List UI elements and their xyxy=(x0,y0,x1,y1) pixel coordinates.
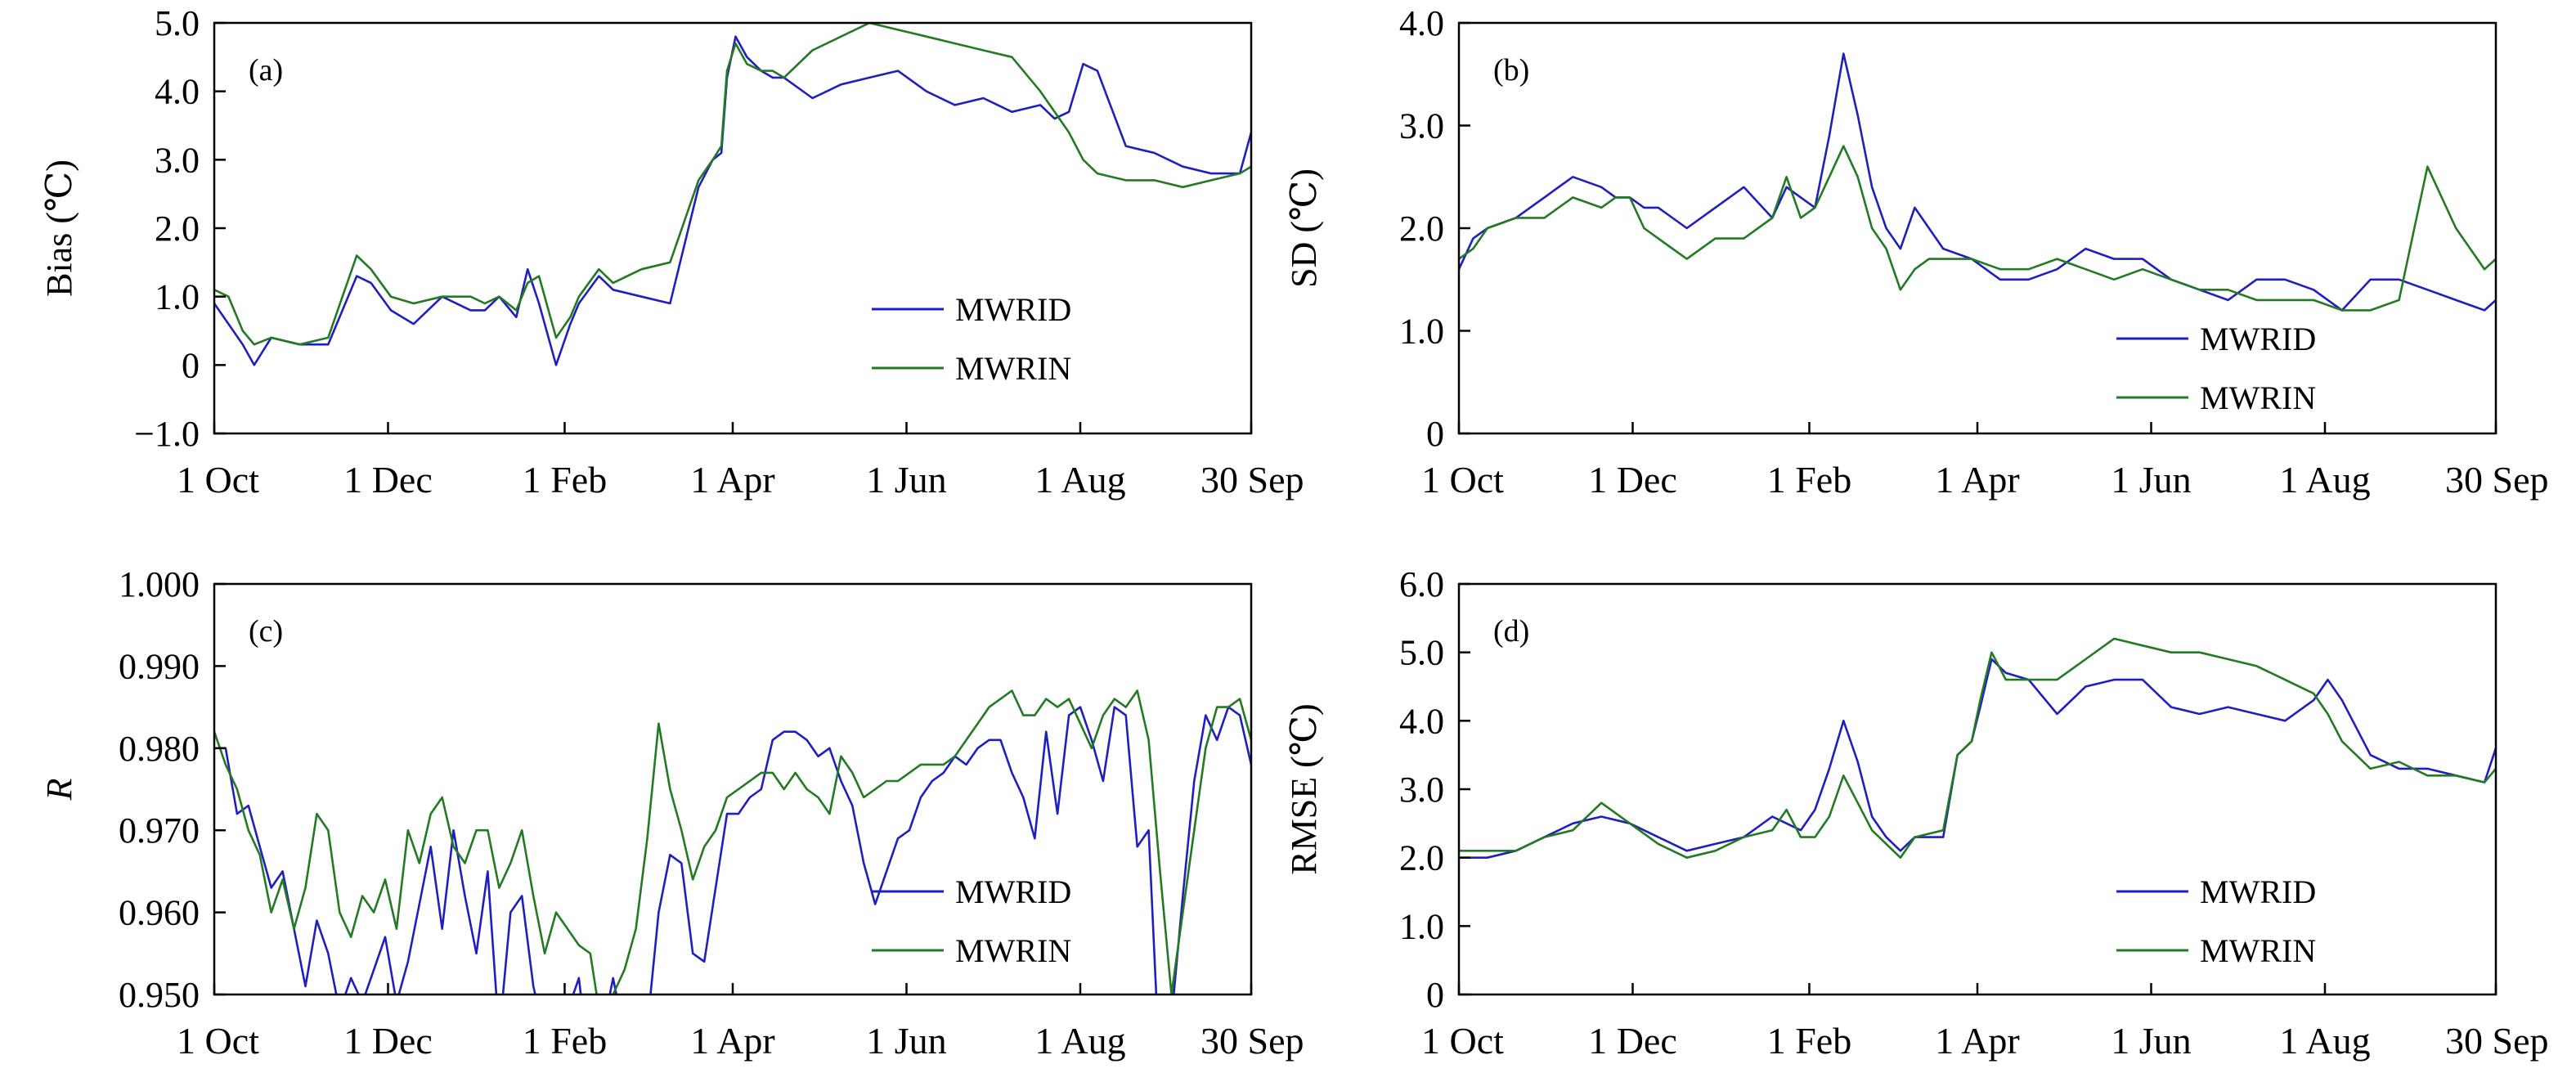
legend-label-mwrin: MWRIN xyxy=(2200,932,2316,969)
panel-b-sd: 0 1.0 2.0 3.0 4.0 1 Oct 1 Dec 1 Feb 1 Apr 1 Jun 1 … xyxy=(1284,3,2549,501)
legend-label-mwrid: MWRID xyxy=(955,291,1071,328)
x-tick-label: 1 Jun xyxy=(2111,1020,2191,1062)
x-tick-label: 1 Apr xyxy=(690,1020,775,1062)
x-tick-label: 1 Feb xyxy=(1767,459,1852,501)
panel-c-correlation: 0.950 0.960 0.970 0.980 0.990 1.000 1 Oct 1 Dec… xyxy=(39,564,1304,1062)
series-line-mwrin xyxy=(1459,637,2496,859)
x-tick-label: 1 Feb xyxy=(1767,1020,1852,1062)
series-line-mwrid xyxy=(214,706,1251,994)
plot-frame xyxy=(1457,21,2497,435)
legend-label-mwrid: MWRID xyxy=(2200,321,2316,357)
legend-label-mwrid: MWRID xyxy=(2200,873,2316,910)
panel-label: (d) xyxy=(1493,614,1529,649)
y-tick-label: 1.0 xyxy=(1399,906,1444,946)
x-tick-label: 1 Jun xyxy=(2111,459,2191,501)
y-tick-label: 0.950 xyxy=(119,975,200,1015)
legend-label-mwrid: MWRID xyxy=(955,873,1071,910)
x-tick-label: 30 Sep xyxy=(2445,1020,2549,1062)
x-tick-label: 1 Oct xyxy=(1421,1020,1504,1062)
y-tick-label: 0 xyxy=(1426,414,1444,454)
x-tick-label: 1 Apr xyxy=(1935,1020,2020,1062)
legend-label-mwrin: MWRIN xyxy=(955,932,1071,969)
y-tick-label: 0.960 xyxy=(119,893,200,933)
y-tick-label: 4.0 xyxy=(1399,701,1444,741)
series-line-mwrin xyxy=(214,23,1251,346)
x-tick-label: 1 Dec xyxy=(343,1020,433,1062)
y-tick-label: 1.0 xyxy=(1399,312,1444,352)
x-tick-label: 1 Aug xyxy=(2279,459,2370,501)
y-tick-label: 1.000 xyxy=(119,564,200,604)
series-line-mwrin xyxy=(214,689,1251,994)
x-tick-label: 30 Sep xyxy=(1200,459,1304,501)
x-tick-label: 1 Feb xyxy=(523,1020,608,1062)
y-tick-label: 2.0 xyxy=(155,209,200,249)
x-tick-label: 1 Feb xyxy=(523,459,608,501)
y-tick-label: 0.990 xyxy=(119,646,200,686)
panel-label: (a) xyxy=(249,53,283,88)
x-tick-label: 1 Apr xyxy=(690,459,775,501)
y-tick-label: 6.0 xyxy=(1399,564,1444,604)
legend-label-mwrin: MWRIN xyxy=(955,350,1071,387)
x-tick-label: 1 Jun xyxy=(866,459,946,501)
x-tick-label: 1 Oct xyxy=(177,459,259,501)
y-axis-label: R xyxy=(39,778,79,801)
y-tick-label: 0.970 xyxy=(119,810,200,851)
x-tick-label: 1 Oct xyxy=(1421,459,1504,501)
x-tick-label: 1 Aug xyxy=(2279,1020,2370,1062)
x-tick-label: 30 Sep xyxy=(1200,1020,1304,1062)
y-tick-label: 0 xyxy=(182,345,200,385)
x-tick-label: 30 Sep xyxy=(2445,459,2549,501)
x-tick-label: 1 Aug xyxy=(1034,1020,1125,1062)
panel-label: (c) xyxy=(249,614,283,649)
series-line-mwrid xyxy=(1459,52,2496,312)
y-tick-label: 4.0 xyxy=(155,72,200,112)
plot-frame xyxy=(213,21,1253,435)
x-tick-label: 1 Dec xyxy=(1588,459,1677,501)
y-tick-label: 2.0 xyxy=(1399,838,1444,878)
y-tick-label: 0 xyxy=(1426,975,1444,1015)
y-axis-label: RMSE (℃) xyxy=(1284,703,1324,874)
y-tick-label: 3.0 xyxy=(1399,106,1444,146)
y-tick-label: 3.0 xyxy=(155,140,200,180)
panel-label: (b) xyxy=(1493,53,1529,88)
x-tick-label: 1 Apr xyxy=(1935,459,2020,501)
x-tick-label: 1 Oct xyxy=(177,1020,259,1062)
panel-a-bias: −1.0 0 1.0 2.0 3.0 4.0 5.0 1 Oct 1 Dec 1 Feb 1 Apr… xyxy=(39,3,1304,501)
y-tick-label: 2.0 xyxy=(1399,209,1444,249)
y-tick-label: 3.0 xyxy=(1399,770,1444,810)
series-line-mwrin xyxy=(1459,145,2496,312)
x-tick-label: 1 Aug xyxy=(1034,459,1125,501)
panel-d-rmse: 0 1.0 2.0 3.0 4.0 5.0 6.0 1 Oct 1 Dec 1 Feb 1 Apr 1… xyxy=(1284,564,2549,1062)
x-tick-label: 1 Dec xyxy=(343,459,433,501)
y-tick-label: 5.0 xyxy=(155,3,200,43)
x-tick-label: 1 Jun xyxy=(866,1020,946,1062)
series-line-mwrid xyxy=(214,35,1251,366)
x-tick-label: 1 Dec xyxy=(1588,1020,1677,1062)
y-axis-label: SD (℃) xyxy=(1284,168,1324,288)
plot-frame xyxy=(1457,582,2497,996)
y-axis-label: Bias (℃) xyxy=(39,159,79,297)
y-tick-label: 0.980 xyxy=(119,729,200,769)
y-tick-label: 5.0 xyxy=(1399,633,1444,673)
y-tick-label: 1.0 xyxy=(155,277,200,317)
legend-label-mwrin: MWRIN xyxy=(2200,379,2316,416)
y-tick-label: 4.0 xyxy=(1399,3,1444,43)
plot-frame xyxy=(213,582,1253,996)
series-line-mwrid xyxy=(1459,658,2496,859)
y-tick-label: −1.0 xyxy=(134,414,200,454)
